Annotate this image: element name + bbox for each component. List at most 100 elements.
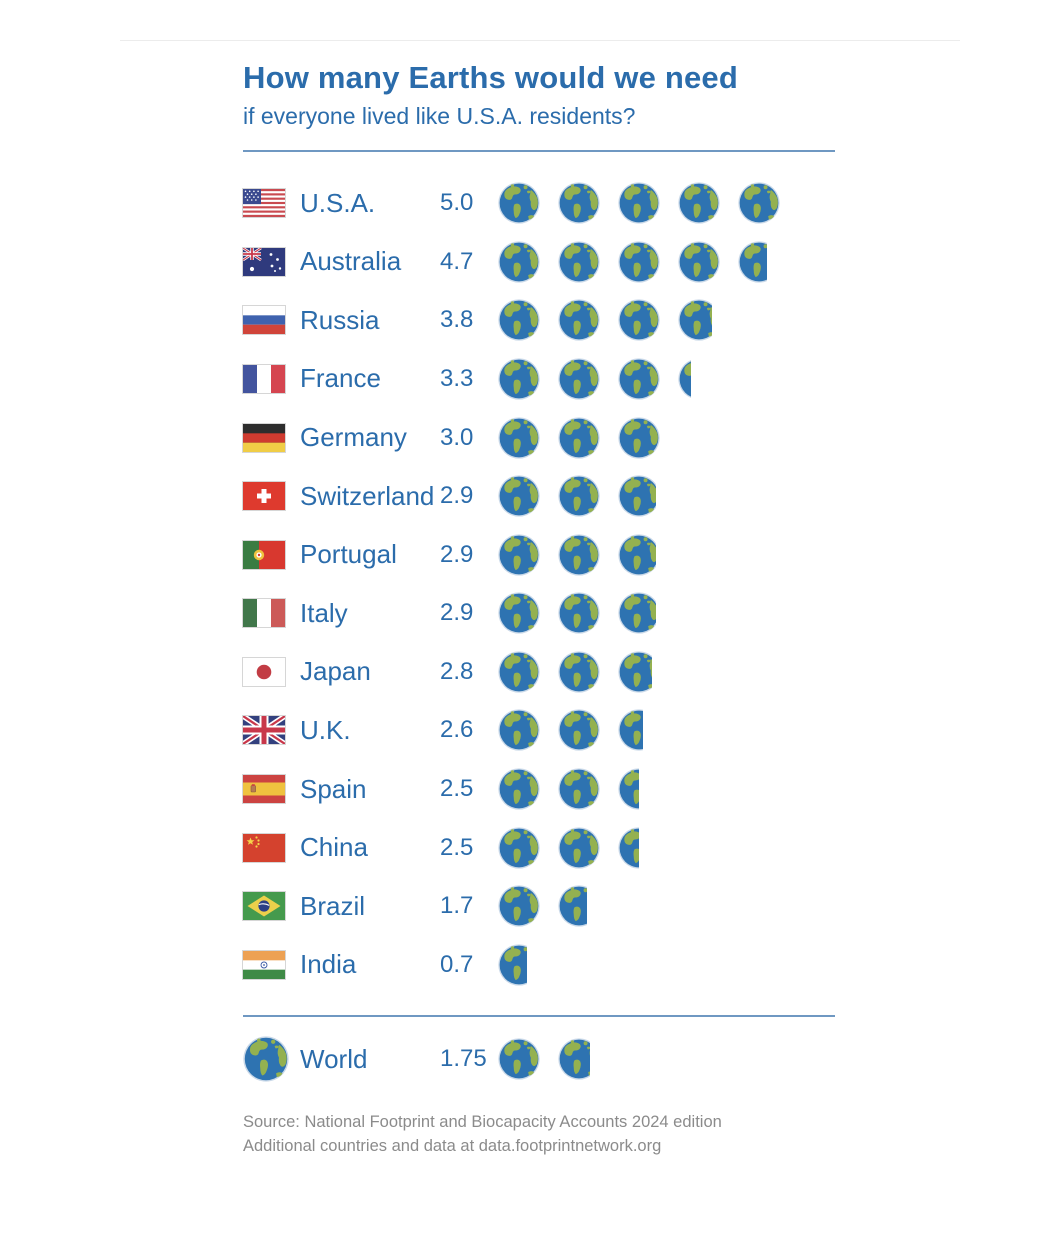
country-row: Russia 3.8 bbox=[243, 291, 835, 350]
world-flag-cell bbox=[243, 1036, 300, 1082]
country-name: U.K. bbox=[300, 714, 351, 745]
earths-value: 2.5 bbox=[440, 775, 474, 803]
earths-value: 1.75 bbox=[440, 1045, 487, 1073]
earth-icon-partial bbox=[618, 768, 639, 810]
china-flag-icon bbox=[243, 833, 285, 862]
flag-cell bbox=[243, 247, 300, 276]
country-row: Switzerland 2.9 bbox=[243, 467, 835, 526]
page-subtitle: if everyone lived like U.S.A. residents? bbox=[243, 102, 636, 129]
earth-icon bbox=[558, 709, 600, 752]
earth-icon-partial bbox=[498, 944, 527, 986]
germany-flag-icon bbox=[243, 423, 285, 452]
flag-cell bbox=[243, 716, 300, 745]
country-name: Australia bbox=[300, 246, 402, 277]
earth-icon bbox=[498, 358, 540, 400]
earths-value: 3.3 bbox=[440, 364, 474, 392]
earth-icon-partial bbox=[618, 651, 652, 693]
earth-icons bbox=[498, 474, 656, 518]
earth-icon bbox=[558, 241, 600, 283]
earth-icon bbox=[618, 182, 660, 224]
earths-value: 5.0 bbox=[440, 189, 474, 217]
earth-icon bbox=[558, 534, 600, 576]
earth-icon-partial bbox=[618, 475, 656, 517]
flag-cell bbox=[243, 423, 300, 452]
earth-icons bbox=[498, 650, 652, 694]
flag-cell bbox=[243, 775, 300, 804]
earth-icon bbox=[558, 768, 600, 810]
country-row: Italy 2.9 bbox=[243, 584, 835, 643]
earths-value: 2.9 bbox=[440, 599, 474, 627]
uk-flag-icon bbox=[243, 716, 285, 745]
earth-icon bbox=[498, 534, 540, 576]
country-row: China 2.5 bbox=[243, 818, 835, 877]
earth-icon-partial bbox=[678, 299, 712, 341]
earth-icon bbox=[498, 709, 540, 752]
earth-icon bbox=[558, 592, 600, 634]
world-divider bbox=[243, 1015, 835, 1018]
flag-cell bbox=[243, 189, 300, 218]
country-row: U.S.A. 5.0 bbox=[243, 174, 835, 233]
flag-cell bbox=[243, 950, 300, 979]
india-flag-icon bbox=[243, 950, 285, 979]
earth-icons bbox=[498, 884, 587, 928]
earth-icon bbox=[618, 241, 660, 283]
earth-icon bbox=[498, 241, 540, 283]
earth-icons bbox=[498, 591, 656, 635]
earth-icon bbox=[498, 299, 540, 341]
spain-flag-icon bbox=[243, 775, 285, 804]
earths-value: 2.8 bbox=[440, 657, 474, 685]
flag-cell bbox=[243, 892, 300, 921]
country-row: Germany 3.0 bbox=[243, 408, 835, 467]
australia-flag-icon bbox=[243, 247, 285, 276]
earths-value: 2.9 bbox=[440, 540, 474, 568]
country-name: U.S.A. bbox=[300, 187, 376, 218]
earth-icon-partial bbox=[618, 709, 643, 752]
earth-icon bbox=[498, 827, 540, 869]
country-name: India bbox=[300, 949, 357, 980]
earth-icons bbox=[498, 767, 639, 811]
country-name: Italy bbox=[300, 597, 348, 628]
earth-icons bbox=[498, 181, 780, 225]
flag-cell bbox=[243, 599, 300, 628]
country-row: Portugal 2.9 bbox=[243, 525, 835, 584]
earth-icons bbox=[498, 240, 767, 284]
earth-icon bbox=[498, 768, 540, 810]
country-row: Japan 2.8 bbox=[243, 643, 835, 702]
earth-icon bbox=[618, 358, 660, 400]
earth-icon-partial bbox=[558, 1038, 590, 1080]
card-top-edge bbox=[120, 40, 960, 41]
page-title: How many Earths would we need bbox=[243, 60, 739, 95]
country-name: Germany bbox=[300, 422, 407, 453]
earth-icons bbox=[498, 826, 639, 870]
earth-icon bbox=[558, 416, 600, 459]
earths-value: 3.8 bbox=[440, 306, 474, 334]
country-rows: U.S.A. 5.0 Australia 4.7 Russia 3.8 France 3.3 G… bbox=[243, 174, 835, 994]
earths-value: 1.7 bbox=[440, 892, 474, 920]
earth-icons bbox=[498, 416, 660, 460]
country-name: France bbox=[300, 363, 381, 394]
country-name: China bbox=[300, 832, 368, 863]
flag-cell bbox=[243, 540, 300, 569]
flag-cell bbox=[243, 657, 300, 686]
country-row: Spain 2.5 bbox=[243, 760, 835, 819]
switzerland-flag-icon bbox=[243, 482, 285, 511]
brazil-flag-icon bbox=[243, 892, 285, 921]
earth-icon bbox=[498, 592, 540, 634]
earth-icons bbox=[498, 1037, 590, 1081]
country-row: France 3.3 bbox=[243, 350, 835, 409]
earths-value: 3.0 bbox=[440, 423, 474, 451]
earth-icons bbox=[498, 943, 527, 987]
earth-icons bbox=[498, 357, 691, 401]
earth-icon bbox=[558, 827, 600, 869]
earth-icon bbox=[558, 651, 600, 693]
country-name: World bbox=[300, 1043, 368, 1074]
earth-icon bbox=[498, 416, 540, 459]
earth-icon-partial bbox=[618, 534, 656, 576]
flag-cell bbox=[243, 364, 300, 393]
country-name: Portugal bbox=[300, 539, 397, 570]
earths-value: 0.7 bbox=[440, 950, 474, 978]
country-row: Australia 4.7 bbox=[243, 232, 835, 291]
country-name: Brazil bbox=[300, 890, 366, 921]
usa-flag-icon bbox=[243, 189, 285, 218]
country-row: U.K. 2.6 bbox=[243, 701, 835, 760]
